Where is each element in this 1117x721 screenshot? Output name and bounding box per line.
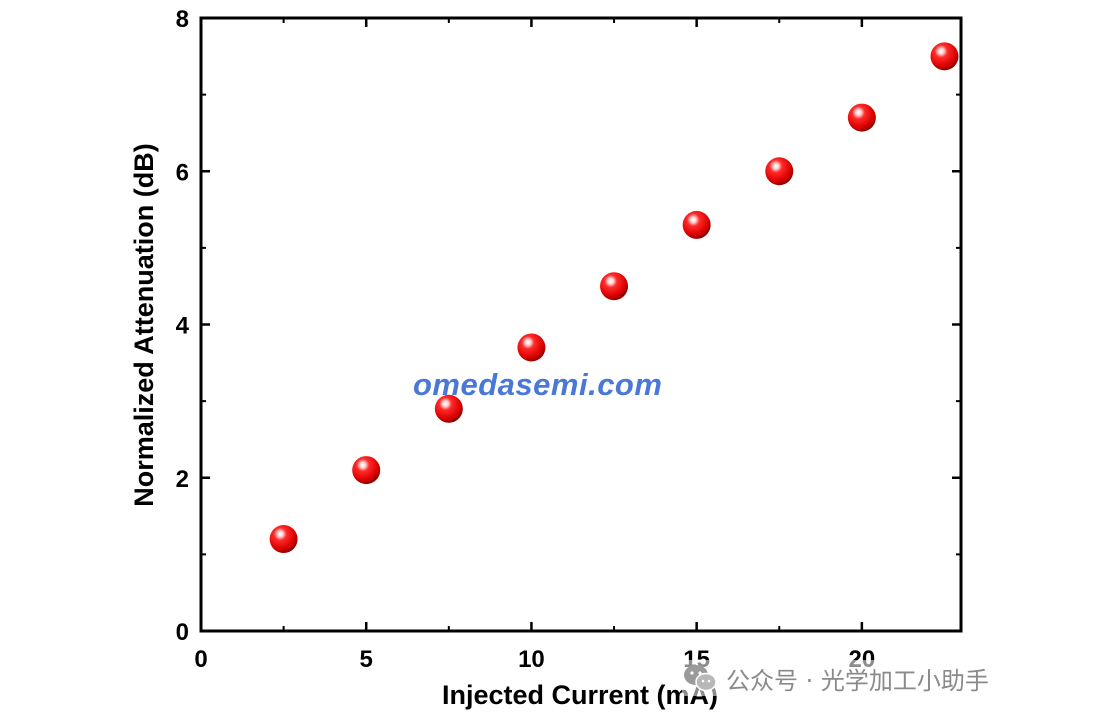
data-point bbox=[352, 456, 381, 485]
source-tag-text: 公众号 · 光学加工小助手 bbox=[726, 666, 989, 695]
y-tick-label: 8 bbox=[176, 6, 189, 33]
x-axis-title: Injected Current (mA) bbox=[442, 680, 718, 710]
data-point bbox=[269, 525, 298, 554]
y-tick-label: 6 bbox=[176, 159, 189, 186]
watermark: omedasemi.com bbox=[413, 367, 663, 402]
data-point bbox=[434, 394, 463, 423]
x-tick-label: 10 bbox=[518, 646, 545, 673]
source-tag: 公众号 · 光学加工小助手 bbox=[682, 660, 989, 696]
data-point bbox=[847, 103, 876, 132]
data-point bbox=[682, 210, 711, 239]
data-point bbox=[600, 272, 629, 301]
plot-frame bbox=[199, 16, 963, 633]
y-tick-label: 2 bbox=[176, 466, 189, 493]
wechat-icon bbox=[684, 665, 717, 692]
x-tick-label: 0 bbox=[194, 646, 207, 673]
y-axis-title: Normalized Attenuation (dB) bbox=[129, 143, 159, 507]
x-tick-label: 5 bbox=[360, 646, 373, 673]
data-point bbox=[765, 157, 794, 186]
y-tick-label: 4 bbox=[176, 313, 190, 340]
data-point bbox=[930, 42, 959, 71]
data-point bbox=[517, 333, 546, 362]
y-tick-label: 0 bbox=[176, 619, 189, 646]
